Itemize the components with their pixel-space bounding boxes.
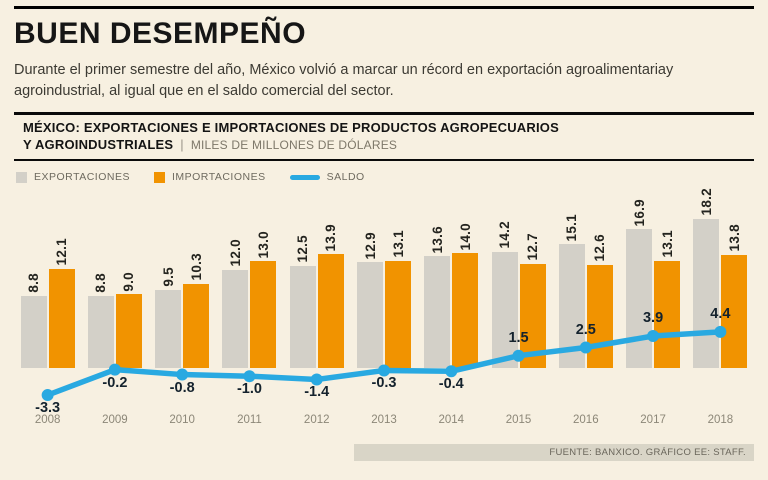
chart-title-line2-bold: Y AGROINDUSTRIALES bbox=[23, 137, 174, 152]
top-rule bbox=[14, 6, 754, 9]
year-label: 2018 bbox=[707, 414, 734, 426]
saldo-value-label: 3.9 bbox=[642, 310, 664, 327]
bar-importaciones bbox=[115, 294, 142, 368]
bar-exportaciones bbox=[626, 229, 653, 368]
saldo-value-label: 1.5 bbox=[508, 329, 529, 346]
saldo-value-label: -1.4 bbox=[304, 384, 330, 401]
year-label: 2014 bbox=[438, 414, 465, 426]
saldo-value-label: -3.3 bbox=[35, 400, 61, 417]
legend-swatch-importaciones bbox=[153, 171, 165, 183]
page-subtitle: Durante el primer semestre del año, Méxi… bbox=[14, 62, 674, 99]
bar-value-label: 8.8 bbox=[26, 273, 42, 293]
legend-label-importaciones: IMPORTACIONES bbox=[171, 171, 266, 183]
year-label: 2012 bbox=[303, 414, 330, 426]
chart-title-line2: Y AGROINDUSTRIALES | MILES DE MILLONES DE … bbox=[23, 137, 745, 153]
saldo-point bbox=[176, 368, 189, 381]
bar-importaciones bbox=[519, 263, 546, 368]
bar-exportaciones bbox=[693, 218, 720, 368]
bar-exportaciones bbox=[20, 295, 47, 368]
chart-units-label: MILES DE MILLONES DE DÓLARES bbox=[190, 138, 398, 152]
bar-value-label: 14.2 bbox=[497, 221, 513, 249]
bar-value-label: 13.6 bbox=[429, 226, 445, 254]
bar-exportaciones bbox=[155, 290, 182, 368]
bar-value-label: 15.1 bbox=[564, 213, 580, 242]
bar-value-label: 13.8 bbox=[726, 224, 742, 252]
bar-importaciones bbox=[721, 254, 748, 368]
bar-importaciones bbox=[452, 253, 479, 368]
year-label: 2009 bbox=[102, 414, 128, 426]
header-separator: | bbox=[180, 137, 184, 152]
year-label: 2013 bbox=[371, 414, 397, 426]
source-text: FUENTE: BANXICO. GRÁFICO EE: STAFF. bbox=[549, 447, 746, 458]
legend-label-saldo: SALDO bbox=[326, 171, 365, 183]
chart-legend: EXPORTACIONES IMPORTACIONES SALDO bbox=[16, 171, 365, 183]
saldo-value-label: -0.4 bbox=[438, 376, 464, 393]
bar-value-label: 13.1 bbox=[390, 230, 406, 258]
bar-exportaciones bbox=[491, 251, 518, 368]
bar-value-label: 13.9 bbox=[323, 223, 339, 252]
legend-label-exportaciones: EXPORTACIONES bbox=[34, 171, 130, 183]
bar-exportaciones bbox=[558, 244, 585, 368]
bar-importaciones bbox=[48, 268, 75, 368]
bar-importaciones bbox=[183, 283, 210, 368]
bar-value-label: 12.0 bbox=[227, 239, 243, 267]
legend-swatch-saldo bbox=[289, 174, 320, 180]
legend-item-exportaciones: EXPORTACIONES bbox=[16, 171, 130, 183]
bar-importaciones bbox=[250, 261, 277, 368]
bar-importaciones bbox=[586, 264, 613, 368]
saldo-value-label: 4.4 bbox=[710, 305, 731, 322]
bar-value-label: 12.7 bbox=[525, 233, 541, 261]
year-label: 2011 bbox=[237, 414, 262, 426]
year-label: 2017 bbox=[640, 414, 666, 426]
page-title: BUEN DESEMPEÑO bbox=[14, 17, 307, 50]
saldo-value-label: 2.5 bbox=[575, 321, 596, 338]
bar-value-label: 12.1 bbox=[54, 238, 70, 266]
bar-value-label: 14.0 bbox=[457, 222, 473, 251]
bar-value-label: 9.5 bbox=[160, 267, 176, 288]
bar-exportaciones bbox=[289, 265, 316, 368]
bar-importaciones bbox=[317, 254, 344, 368]
legend-item-importaciones: IMPORTACIONES bbox=[153, 171, 266, 183]
year-label: 2010 bbox=[169, 414, 195, 426]
bar-value-label: 12.9 bbox=[362, 231, 378, 260]
bar-exportaciones bbox=[87, 295, 114, 368]
bar-line-chart: 8.8 12.1 2008 -3.3 8.8 9.0 2009 -0.2 9.5 10.3 2010… bbox=[14, 186, 754, 436]
bar-value-label: 8.8 bbox=[93, 273, 109, 293]
bar-value-label: 10.3 bbox=[188, 253, 204, 281]
chart-title-line1: MÉXICO: EXPORTACIONES E IMPORTACIONES DE… bbox=[23, 120, 559, 135]
bar-exportaciones bbox=[424, 256, 451, 368]
saldo-value-label: -0.2 bbox=[102, 374, 128, 391]
saldo-value-label: -1.0 bbox=[236, 381, 262, 398]
bar-value-label: 9.0 bbox=[121, 271, 137, 292]
bar-value-label: 16.9 bbox=[631, 198, 647, 227]
bar-value-label: 13.0 bbox=[255, 230, 271, 259]
year-label: 2008 bbox=[34, 414, 61, 426]
year-label: 2015 bbox=[505, 414, 532, 426]
saldo-value-label: -0.8 bbox=[169, 379, 195, 396]
chart-header-box: MÉXICO: EXPORTACIONES E IMPORTACIONES DE… bbox=[14, 112, 754, 161]
saldo-value-label: -0.3 bbox=[371, 375, 397, 392]
legend-swatch-exportaciones bbox=[16, 171, 27, 183]
source-strip: FUENTE: BANXICO. GRÁFICO EE: STAFF. bbox=[354, 444, 754, 461]
legend-item-saldo: SALDO bbox=[289, 171, 365, 183]
bar-exportaciones bbox=[222, 269, 249, 368]
bar-importaciones bbox=[385, 260, 411, 368]
bar-value-label: 12.5 bbox=[295, 235, 311, 263]
bar-value-label: 12.6 bbox=[592, 234, 608, 262]
year-label: 2016 bbox=[573, 414, 599, 426]
bar-value-label: 18.2 bbox=[698, 188, 714, 216]
bar-exportaciones bbox=[357, 262, 383, 368]
bar-value-label: 13.1 bbox=[659, 230, 675, 258]
